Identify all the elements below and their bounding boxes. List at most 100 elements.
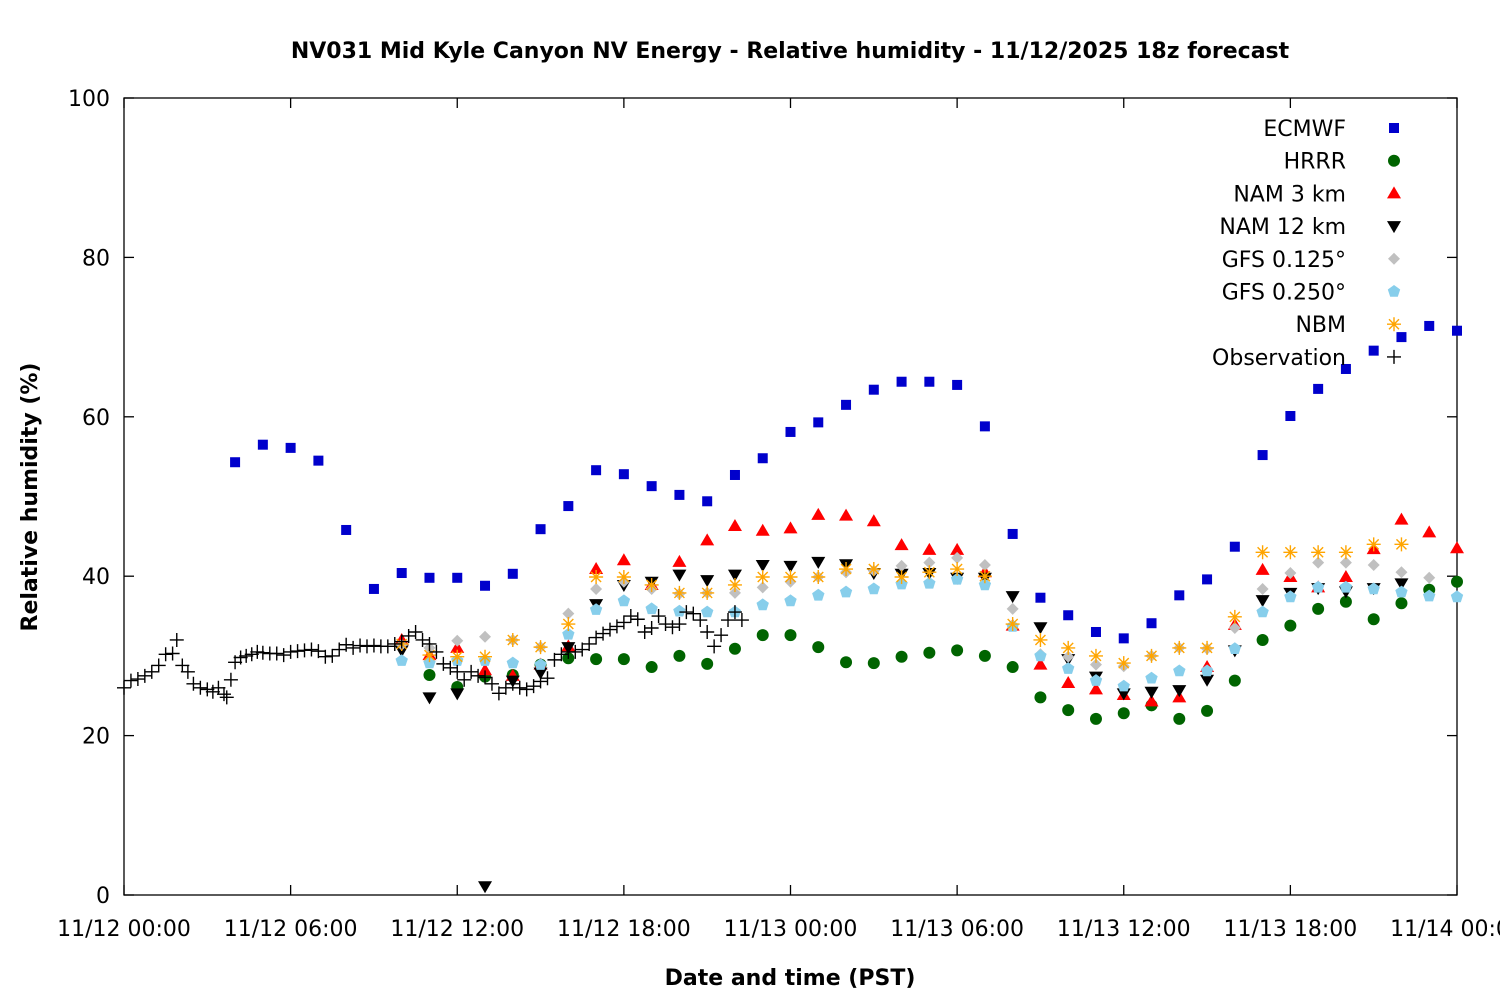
- data-point-observation: [123, 673, 138, 688]
- data-point-gfs-0-125: [451, 634, 464, 647]
- data-point-nbm: [783, 569, 798, 584]
- data-point-nam-12-km: [783, 560, 798, 573]
- data-point-gfs-0-250: [1395, 585, 1408, 598]
- data-point-nam-3-km: [1033, 657, 1048, 670]
- data-point-nbm: [505, 632, 520, 647]
- data-point-nbm: [700, 585, 715, 600]
- data-point-hrrr: [840, 656, 853, 669]
- data-point-observation: [380, 639, 395, 654]
- data-point-observation: [554, 647, 569, 662]
- data-point-gfs-0-125: [479, 630, 492, 643]
- data-point-observation: [471, 668, 486, 683]
- data-point-ecmwf: [757, 453, 768, 464]
- data-point-gfs-0-125: [978, 559, 991, 572]
- data-point-observation: [575, 642, 590, 657]
- data-point-observation: [137, 668, 152, 683]
- data-point-gfs-0-250: [1145, 671, 1158, 684]
- data-point-observation: [679, 605, 694, 620]
- data-point-ecmwf: [1007, 528, 1018, 539]
- data-point-ecmwf: [868, 384, 879, 395]
- x-tick-label: 11/13 18:00: [1223, 917, 1357, 942]
- data-point-observation: [429, 644, 444, 659]
- data-point-gfs-0-125: [1395, 566, 1408, 579]
- data-point-observation: [318, 649, 333, 664]
- data-point-observation: [223, 672, 238, 687]
- data-point-gfs-0-250: [673, 604, 686, 617]
- data-point-nam-12-km: [1200, 674, 1215, 687]
- data-point-nam-3-km: [700, 533, 715, 546]
- data-point-observation: [686, 606, 701, 621]
- data-point-nam-3-km: [450, 640, 465, 653]
- data-point-observation: [672, 617, 687, 632]
- legend-label: ECMWF: [1263, 117, 1346, 142]
- data-point-observation: [609, 619, 624, 634]
- y-tick-label: 20: [82, 725, 110, 750]
- data-point-gfs-0-125: [756, 581, 769, 594]
- data-point-hrrr: [867, 657, 880, 670]
- data-point-nam-12-km: [533, 667, 548, 680]
- data-point-gfs-0-125: [1339, 556, 1352, 569]
- legend-marker-observation: [1387, 349, 1401, 364]
- data-point-gfs-0-250: [1228, 642, 1241, 654]
- y-tick-label: 0: [96, 884, 110, 909]
- legend-label: NAM 3 km: [1233, 182, 1346, 207]
- data-point-gfs-0-125: [1312, 556, 1325, 569]
- data-point-gfs-0-250: [978, 578, 992, 591]
- y-tick-label: 40: [82, 565, 110, 590]
- legend-marker-ecmwf: [1389, 123, 1399, 133]
- data-point-gfs-0-250: [534, 658, 547, 670]
- data-point-gfs-0-250: [1034, 649, 1047, 662]
- data-point-observation: [387, 636, 402, 651]
- data-point-observation: [339, 637, 354, 652]
- data-point-nam-12-km: [1144, 686, 1159, 699]
- data-point-ecmwf: [896, 376, 907, 387]
- data-point-observation: [346, 640, 361, 655]
- data-point-nam-12-km: [1005, 591, 1020, 604]
- data-point-nam-3-km: [589, 562, 604, 575]
- data-point-nbm: [811, 569, 826, 584]
- data-point-ecmwf: [424, 572, 435, 583]
- data-point-nam-12-km: [672, 569, 687, 582]
- data-point-ecmwf: [257, 439, 268, 450]
- x-tick-label: 11/12 00:00: [57, 917, 191, 942]
- data-point-observation: [211, 680, 226, 695]
- data-point-ecmwf: [702, 496, 713, 507]
- data-point-ecmwf: [1229, 541, 1240, 552]
- data-point-observation: [602, 622, 617, 637]
- data-point-nam-3-km: [894, 538, 909, 551]
- data-point-gfs-0-250: [395, 654, 408, 666]
- data-point-observation: [250, 644, 265, 659]
- data-point-observation: [630, 612, 645, 627]
- data-point-nbm: [1227, 609, 1242, 624]
- data-point-observation: [512, 680, 527, 695]
- data-point-ecmwf: [1257, 450, 1268, 461]
- data-point-observation: [519, 682, 534, 697]
- data-point-observation: [151, 658, 166, 673]
- data-point-hrrr: [978, 649, 991, 662]
- data-point-observation: [568, 644, 583, 659]
- data-point-nam-3-km: [1422, 525, 1437, 538]
- data-point-gfs-0-250: [1339, 580, 1353, 593]
- data-point-nbm: [1394, 537, 1409, 552]
- data-point-nam-12-km: [1255, 595, 1270, 608]
- data-point-gfs-0-250: [784, 594, 797, 607]
- data-point-nam-3-km: [1450, 541, 1464, 554]
- y-tick-label: 80: [82, 246, 110, 271]
- data-point-nam-3-km: [1338, 569, 1353, 582]
- data-point-ecmwf: [1285, 411, 1296, 422]
- chart-title: NV031 Mid Kyle Canyon NV Energy - Relati…: [291, 39, 1290, 64]
- data-point-nam-3-km: [839, 508, 854, 521]
- data-point-nbm: [644, 577, 659, 592]
- data-point-ecmwf: [1118, 633, 1129, 644]
- data-point-ecmwf: [1146, 618, 1157, 629]
- data-point-observation: [325, 648, 340, 663]
- data-point-nbm: [533, 640, 548, 655]
- data-point-observation: [239, 648, 254, 663]
- series-ecmwf: [230, 320, 1462, 644]
- data-point-observation: [714, 628, 729, 643]
- data-point-gfs-0-250: [756, 598, 769, 611]
- data-point-hrrr: [756, 629, 769, 642]
- data-point-observation: [582, 636, 597, 651]
- legend-label: Observation: [1212, 346, 1346, 371]
- data-point-nam-12-km: [422, 692, 437, 705]
